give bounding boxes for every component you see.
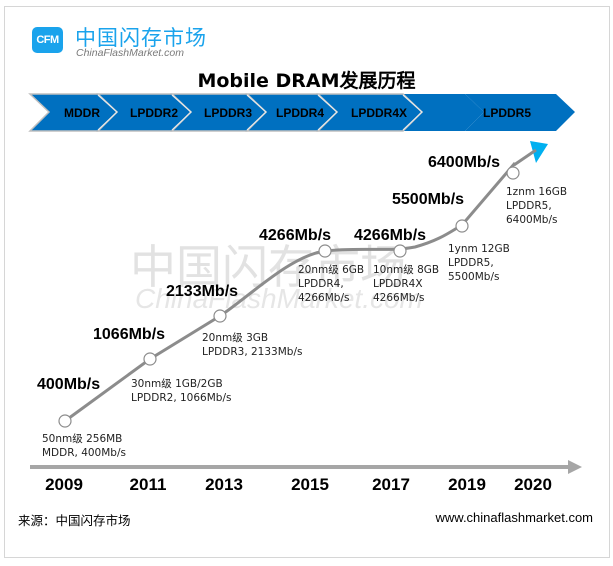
point-note: 20nm级 6GB LPDDR4, 4266Mb/s: [298, 264, 364, 304]
svg-text:LPDDR3, 2133Mb/s: LPDDR3, 2133Mb/s: [202, 346, 302, 358]
speed-label: 5500Mb/s: [392, 191, 464, 208]
point-note: 10nm级 8GB LPDDR4X 4266Mb/s: [373, 264, 439, 304]
svg-text:LPDDR5,: LPDDR5,: [448, 257, 494, 269]
data-point: [213, 309, 227, 323]
svg-text:4266Mb/s: 4266Mb/s: [298, 292, 349, 304]
svg-text:10nm级 8GB: 10nm级 8GB: [373, 264, 439, 276]
generation-label: LPDDR4X: [351, 106, 407, 120]
trend-line: [64, 162, 517, 423]
data-point: [318, 244, 332, 258]
data-point: [393, 244, 407, 258]
generation-label: LPDDR5: [483, 106, 531, 120]
time-axis-arrow-icon: [568, 460, 582, 474]
svg-text:6400Mb/s: 6400Mb/s: [506, 214, 557, 226]
svg-text:4266Mb/s: 4266Mb/s: [373, 292, 424, 304]
svg-text:LPDDR4X: LPDDR4X: [373, 278, 423, 290]
svg-text:LPDDR4,: LPDDR4,: [298, 278, 344, 290]
trend-arrowhead-icon: [530, 141, 548, 163]
data-point: [58, 414, 72, 428]
brand-name-cn: 中国闪存市场: [75, 26, 207, 50]
year-label: 2011: [130, 475, 167, 494]
watermark-en: ChinaFlashMarket.com: [135, 283, 423, 314]
point-note: 1ynm 12GB LPDDR5, 5500Mb/s: [448, 243, 510, 283]
year-label: 2017: [372, 475, 410, 494]
svg-text:20nm级 3GB: 20nm级 3GB: [202, 332, 268, 344]
svg-text:20nm级 6GB: 20nm级 6GB: [298, 264, 364, 276]
speed-label: 4266Mb/s: [259, 227, 331, 244]
speed-label: 400Mb/s: [37, 376, 100, 393]
generation-chevron-lpddr5: [403, 94, 484, 131]
brand-name-en: ChinaFlashMarket.com: [76, 47, 184, 59]
data-points: [58, 166, 520, 428]
svg-text:5500Mb/s: 5500Mb/s: [448, 271, 499, 283]
year-label: 2009: [45, 475, 83, 494]
speed-label: 2133Mb/s: [166, 283, 238, 300]
svg-text:30nm级 1GB/2GB: 30nm级 1GB/2GB: [131, 378, 223, 390]
cfm-logo-icon: CFM: [32, 27, 63, 53]
point-note: 30nm级 1GB/2GB LPDDR2, 1066Mb/s: [131, 378, 231, 404]
speed-label: 4266Mb/s: [354, 227, 426, 244]
chart-title: Mobile DRAM发展历程: [197, 70, 416, 92]
svg-text:50nm级 256MB: 50nm级 256MB: [42, 433, 122, 445]
svg-text:1ynm 12GB: 1ynm 12GB: [448, 243, 510, 255]
point-note: 50nm级 256MB MDDR, 400Mb/s: [42, 433, 126, 459]
year-label: 2013: [205, 475, 243, 494]
speed-label: 1066Mb/s: [93, 326, 165, 343]
svg-text:MDDR, 400Mb/s: MDDR, 400Mb/s: [42, 447, 126, 459]
point-note: 1znm 16GB LPDDR5, 6400Mb/s: [506, 186, 567, 226]
svg-text:1znm 16GB: 1znm 16GB: [506, 186, 567, 198]
point-note: 20nm级 3GB LPDDR3, 2133Mb/s: [202, 332, 302, 358]
source-note: 来源：中国闪存市场: [18, 513, 131, 528]
generation-bar: [28, 93, 575, 132]
source-url: www.chinaflashmarket.com: [435, 510, 594, 525]
data-point: [143, 352, 157, 366]
year-label: 2015: [291, 475, 329, 494]
speed-label: 6400Mb/s: [428, 154, 500, 171]
generation-label: LPDDR2: [130, 106, 178, 120]
svg-text:LPDDR2, 1066Mb/s: LPDDR2, 1066Mb/s: [131, 392, 231, 404]
generation-label: LPDDR4: [276, 106, 324, 120]
year-label: 2019: [448, 475, 486, 494]
year-label: 2020: [514, 475, 552, 494]
generation-label: LPDDR3: [204, 106, 252, 120]
generation-label: MDDR: [64, 106, 100, 120]
data-point: [506, 166, 520, 180]
data-point: [455, 219, 469, 233]
svg-text:LPDDR5,: LPDDR5,: [506, 200, 552, 212]
